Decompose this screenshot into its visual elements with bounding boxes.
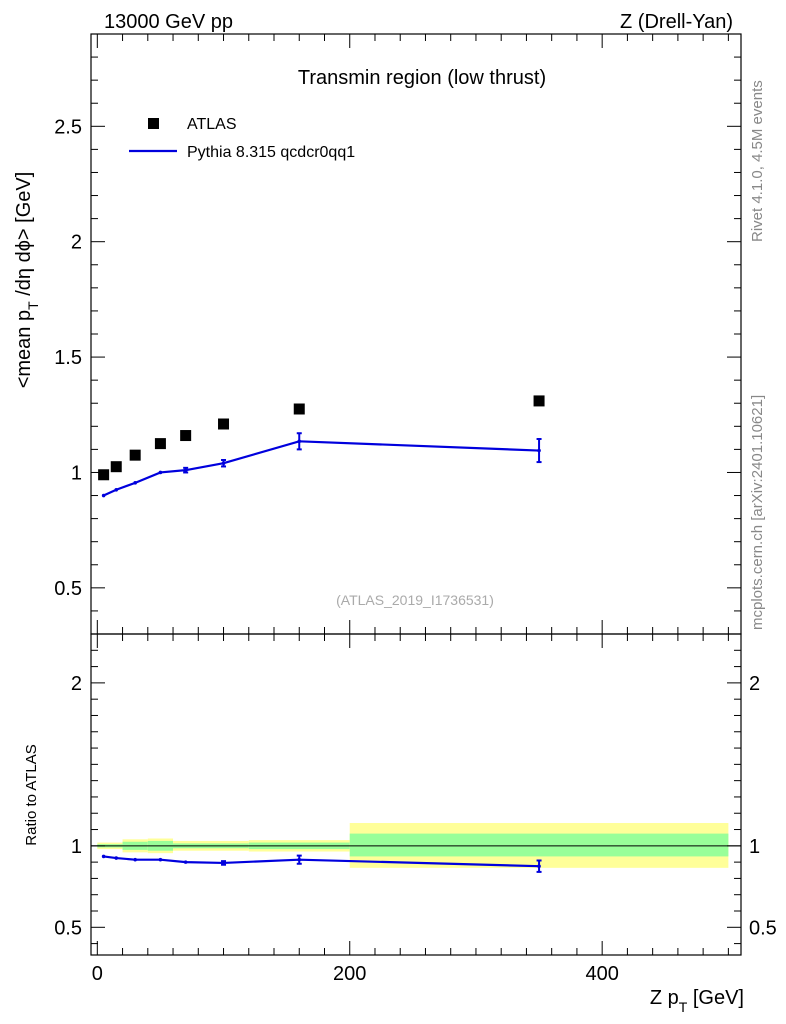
ratio-point: [221, 861, 226, 865]
header-process: Z (Drell-Yan): [620, 11, 733, 33]
mc-point: [183, 468, 188, 472]
ratio-frame: [90, 633, 742, 956]
ratio-point: [297, 857, 302, 862]
main-y-tick-label: 0.5: [54, 578, 82, 600]
chart-title: Transmin region (low thrust): [298, 67, 546, 89]
ratio-panel: 0.5 0.5 1 1 2 2 0 200 400 Ratio to ATLAS Z pT [G…: [23, 633, 777, 1015]
atlas-point: [180, 430, 192, 442]
main-y-tick-label: 1: [71, 462, 82, 484]
ratio-y-tick-label-right: 0.5: [749, 917, 777, 939]
atlas-point: [110, 461, 122, 473]
mc-point: [537, 448, 541, 453]
mc-point: [158, 470, 163, 475]
ratio-point: [158, 857, 163, 862]
xlabel-part: Z p: [650, 987, 679, 1009]
ratio-plot-area: [90, 633, 742, 956]
analysis-watermark: (ATLAS_2019_I1736531): [336, 592, 494, 608]
atlas-point: [98, 469, 110, 481]
mcplots-label: mcplots.cern.ch [arXiv:2401.10621]: [749, 395, 766, 630]
x-tick-label: 0: [92, 963, 103, 985]
legend: ATLAS Pythia 8.315 qcdcr0qq1: [129, 116, 355, 161]
ylabel-part: η: [13, 268, 35, 279]
mc-line: [103, 440, 540, 497]
main-y-tick-label: 2: [71, 232, 82, 254]
ratio-point: [101, 854, 106, 859]
atlas-point: [129, 449, 141, 461]
xlabel-part: [GeV]: [687, 987, 744, 1009]
ylabel-part: <mean p: [13, 310, 35, 388]
ratio-line: [103, 855, 540, 868]
ratio-point: [133, 857, 137, 862]
mc-point: [114, 487, 119, 492]
ratio-point: [114, 856, 119, 860]
header-energy: 13000 GeV pp: [104, 11, 233, 33]
mc-point: [101, 493, 106, 498]
atlas-series: [98, 395, 545, 481]
ratio-point: [537, 864, 541, 868]
ratio-axis-ticks: 0.5 0.5 1 1 2 2 0 200 400: [54, 634, 777, 985]
ylabel-part: d: [13, 251, 35, 268]
ylabel-part: /d: [13, 279, 35, 301]
ratio-point: [183, 860, 188, 864]
legend-mc-label: Pythia 8.315 qcdcr0qq1: [187, 144, 355, 161]
mc-point: [297, 439, 302, 444]
ratio-y-tick-label-right: 2: [749, 673, 760, 695]
main-axis-ticks: 0.5 1 1.5 2 2.5: [54, 34, 741, 634]
ylabel-part: > [GeV]: [13, 172, 35, 240]
ratio-series: [101, 854, 542, 873]
ratio-y-tick-label-left: 0.5: [54, 917, 82, 939]
x-axis-label: Z pT [GeV]: [650, 987, 744, 1015]
x-tick-label: 200: [333, 963, 366, 985]
ratio-y-tick-label-left: 2: [71, 673, 82, 695]
ratio-stat-band: [349, 833, 729, 857]
rivet-label: Rivet 4.1.0, 4.5M events: [749, 80, 766, 242]
ylabel-sub: T: [25, 301, 41, 310]
legend-atlas-marker: [148, 118, 159, 129]
mc-point: [133, 481, 137, 485]
ratio-y-tick-label-right: 1: [749, 836, 760, 858]
main-y-axis-label: <mean pT /dη dϕ> [GeV]: [13, 172, 41, 389]
ratio-y-tick-label-left: 1: [71, 836, 82, 858]
atlas-point: [293, 403, 305, 415]
x-tick-label: 400: [585, 963, 618, 985]
mc-point: [221, 461, 226, 466]
main-y-tick-label: 1.5: [54, 347, 82, 369]
atlas-point: [533, 395, 545, 407]
ylabel-part: ϕ: [13, 240, 35, 251]
atlas-point: [218, 418, 230, 430]
xlabel-sub: T: [679, 999, 688, 1015]
ratio-y-axis-label: Ratio to ATLAS: [23, 744, 40, 845]
main-y-tick-label: 2.5: [54, 116, 82, 138]
main-panel: 0.5 1 1.5 2 2.5 Transmin region (low thrust)…: [13, 33, 742, 635]
legend-atlas-label: ATLAS: [187, 116, 237, 133]
atlas-point: [154, 438, 166, 450]
mc-series: [101, 432, 542, 498]
